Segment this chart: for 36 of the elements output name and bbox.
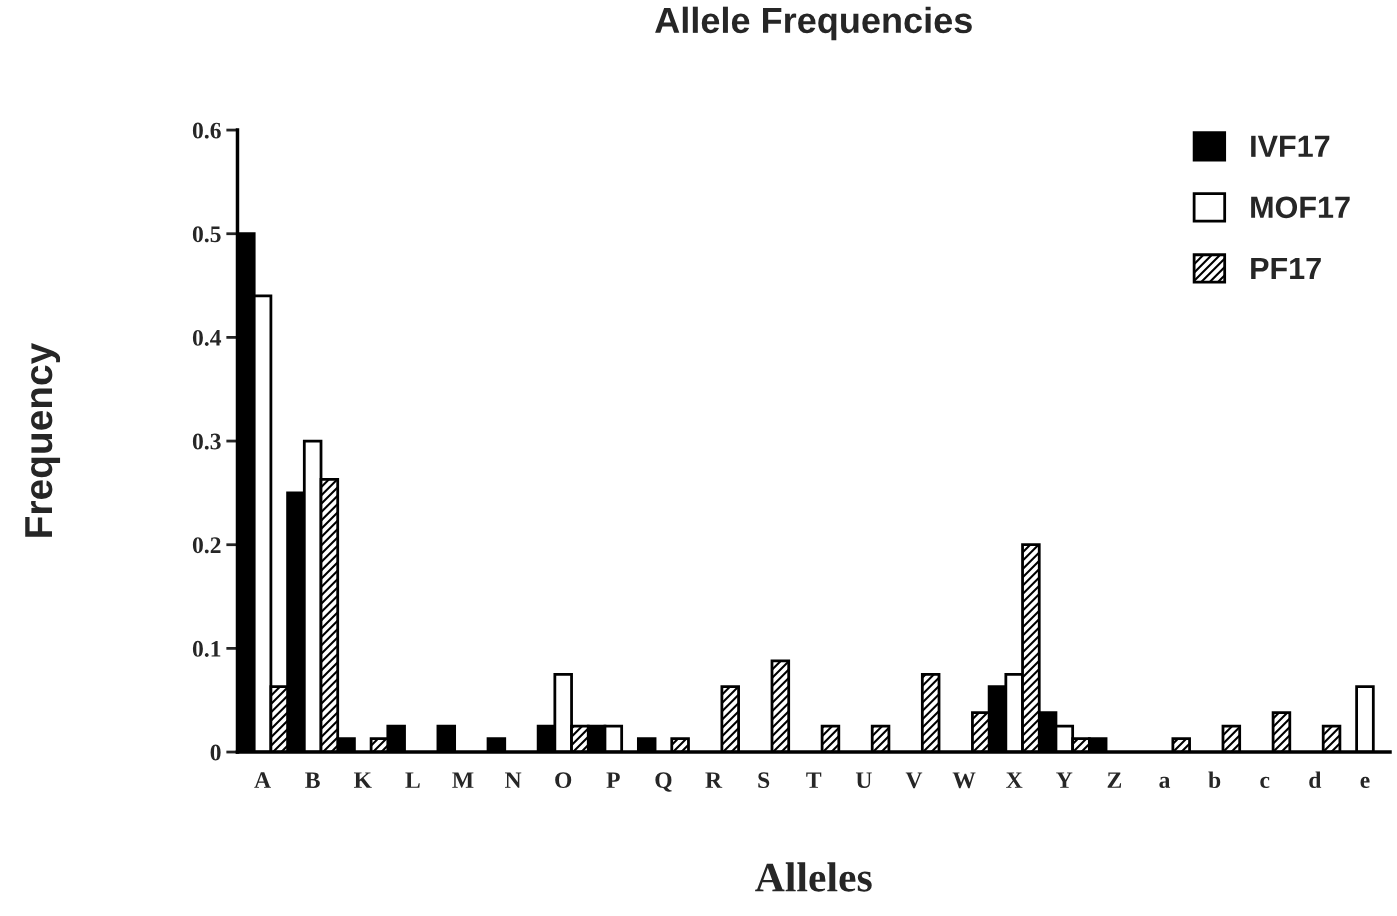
x-tick-label: b (1208, 771, 1221, 789)
y-tick-label: 0.5 (192, 226, 221, 243)
x-tick-label: N (505, 772, 522, 788)
x-tick-label: W (952, 772, 976, 789)
x-tick-label: Y (1056, 772, 1073, 788)
x-tick-label: U (855, 772, 872, 789)
x-tick-label: P (606, 772, 620, 788)
x-tick-label: c (1260, 776, 1270, 789)
x-tick-label: B (305, 772, 320, 788)
x-tick-label: d (1309, 771, 1322, 789)
legend-label: IVF17 (1251, 135, 1330, 157)
y-tick-label: 0.1 (192, 640, 221, 657)
x-tick-label: e (1360, 776, 1370, 789)
legend-label: MOF17 (1251, 196, 1350, 219)
y-tick-label: 0.3 (192, 433, 221, 450)
x-axis-title: Alleles (755, 862, 872, 892)
x-tick-label: Q (655, 772, 672, 792)
x-tick-label: M (452, 772, 474, 788)
y-tick-label: 0.6 (192, 122, 221, 139)
x-tick-label: L (405, 772, 420, 788)
x-tick-label: R (705, 772, 723, 788)
x-tick-label: A (254, 772, 271, 788)
y-tick-label: 0.4 (192, 329, 222, 346)
x-tick-label: O (555, 772, 572, 789)
y-tick-label: 0 (210, 744, 221, 761)
x-tick-label: S (758, 772, 770, 789)
x-tick-label: Z (1107, 772, 1122, 788)
x-tick-label: K (353, 772, 372, 788)
y-tick-label: 0.2 (192, 537, 221, 554)
x-tick-label: a (1159, 776, 1171, 789)
chart-title: Allele Frequencies (655, 6, 972, 41)
x-tick-label: T (806, 772, 822, 788)
x-tick-label: X (1006, 772, 1023, 788)
x-tick-label: V (905, 772, 923, 789)
y-axis-title: Frequency (25, 342, 61, 537)
legend-label: PF17 (1251, 257, 1321, 279)
